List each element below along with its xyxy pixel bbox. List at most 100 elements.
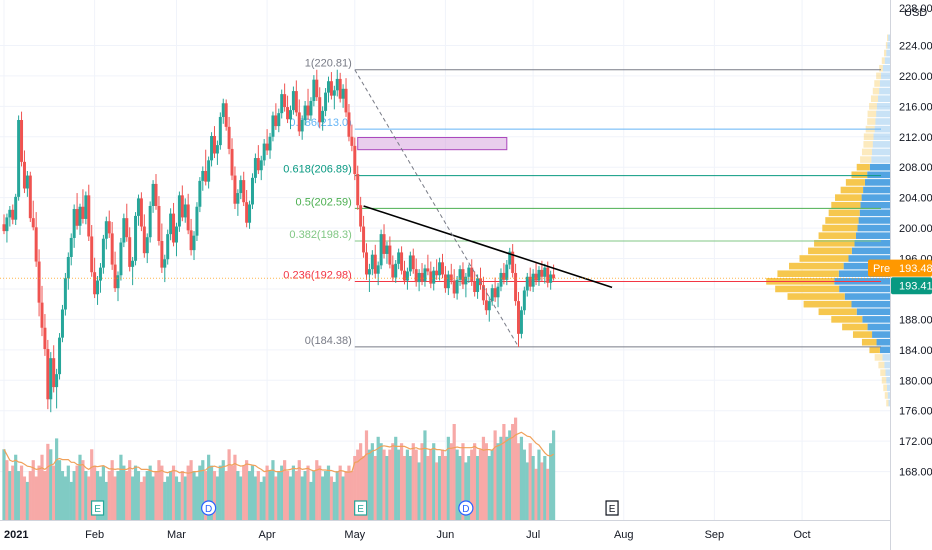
- price-tick-label: 220.00: [899, 71, 932, 83]
- profile-bar-down: [887, 392, 890, 399]
- volume-bar: [461, 443, 465, 520]
- profile-bar-down: [886, 49, 890, 57]
- profile-bar-up: [869, 103, 877, 110]
- profile-bar-up: [876, 72, 882, 80]
- candle-body: [172, 213, 176, 243]
- profile-bar-down: [878, 95, 890, 103]
- candle-body: [370, 254, 374, 270]
- volume-bar: [300, 476, 304, 520]
- volume-bar: [122, 465, 126, 520]
- volume-bar: [475, 456, 480, 520]
- profile-bar-up: [867, 118, 876, 125]
- candle-body: [177, 195, 181, 227]
- volume-bar: [37, 465, 41, 520]
- profile-bar-down: [882, 354, 890, 361]
- volume-bar: [321, 476, 325, 520]
- price-tick-label: 180.00: [899, 375, 932, 387]
- candle-body: [134, 215, 138, 261]
- volume-bar: [218, 465, 222, 520]
- profile-bar-up: [808, 247, 852, 255]
- volume-bar: [157, 460, 161, 520]
- candle-body: [259, 160, 263, 171]
- candle-body: [46, 349, 50, 400]
- candle-body: [104, 221, 108, 239]
- candle-body: [63, 278, 67, 310]
- last-price-value: 193.41: [899, 281, 932, 293]
- candle-body: [531, 273, 535, 287]
- drawings[interactable]: [0, 69, 890, 348]
- candle-body: [277, 113, 281, 127]
- candle-body: [420, 272, 424, 282]
- volume-bar: [104, 481, 108, 520]
- candles: [2, 69, 556, 413]
- profile-bar-down: [856, 308, 890, 316]
- volume-bar: [280, 465, 284, 520]
- volume-bar: [69, 481, 73, 520]
- candle-body: [426, 268, 430, 272]
- candle-body: [5, 217, 9, 232]
- profile-bar-down: [857, 224, 890, 232]
- profile-bar-down: [887, 384, 890, 392]
- volume-bar: [525, 462, 529, 520]
- candle-body: [522, 290, 526, 311]
- profile-bar-up: [860, 156, 872, 163]
- candle-body: [37, 261, 41, 303]
- profile-bar-down: [859, 209, 890, 217]
- candle-body: [353, 145, 357, 175]
- candle-body: [148, 205, 152, 238]
- profile-bar-up: [861, 148, 873, 156]
- candle-body: [69, 237, 73, 257]
- profile-bar-up: [863, 133, 874, 141]
- volume-bar: [60, 471, 65, 520]
- candle-body: [20, 120, 24, 162]
- candle-body: [145, 237, 149, 254]
- volume-bar: [57, 460, 62, 520]
- price-tags: Pre 193.48 193.41: [868, 259, 932, 295]
- volume-bar: [440, 449, 445, 520]
- candle-body: [280, 94, 284, 114]
- time-axis[interactable]: 2021 Feb Mar Apr May Jun Jul Aug Sep Oct: [0, 520, 890, 542]
- time-tick-label: Aug: [614, 529, 634, 541]
- volume-bar: [443, 456, 448, 520]
- volume-bar: [72, 471, 76, 520]
- candle-body: [464, 276, 468, 285]
- profile-bar-up: [852, 331, 873, 338]
- pre-market-label: Pre: [873, 263, 890, 275]
- candle-body: [286, 107, 290, 120]
- volume-bar: [335, 471, 339, 520]
- profile-bar-up: [787, 293, 845, 300]
- volume-bar: [259, 481, 263, 520]
- volume-bar: [505, 436, 509, 520]
- event-marker-dividend[interactable]: D: [201, 500, 217, 516]
- candle-body: [291, 91, 295, 111]
- event-marker-dividend[interactable]: D: [458, 500, 474, 516]
- volume-bar: [417, 462, 421, 520]
- volume-bar: [212, 471, 217, 520]
- volume-bar: [131, 476, 135, 520]
- candle-body: [119, 242, 123, 276]
- candle-body: [195, 206, 199, 236]
- event-marker-earnings[interactable]: E: [354, 500, 368, 516]
- candle-body: [552, 274, 556, 279]
- volume-bar: [239, 476, 243, 520]
- candle-body: [98, 267, 102, 281]
- volume-bar: [344, 471, 348, 520]
- profile-bar-down: [876, 338, 890, 346]
- candle-body: [157, 205, 161, 241]
- candle-body: [402, 270, 406, 281]
- candle-body: [233, 175, 237, 204]
- profile-bar-up: [777, 270, 839, 278]
- candle-body: [110, 233, 114, 265]
- candle-body: [49, 358, 53, 400]
- time-tick-label: Oct: [794, 529, 811, 541]
- event-marker-earnings-upcoming[interactable]: E: [605, 500, 619, 516]
- fibonacci-retracement[interactable]: 1(220.81)0.786(213.0)0.618(206.89)0.5(20…: [283, 58, 881, 348]
- candle-body: [408, 255, 412, 272]
- time-tick-label: Sep: [705, 529, 725, 541]
- candle-body: [198, 180, 202, 207]
- profile-bar-down: [881, 72, 890, 80]
- candle-body: [443, 274, 447, 289]
- event-marker-earnings[interactable]: E: [90, 500, 105, 516]
